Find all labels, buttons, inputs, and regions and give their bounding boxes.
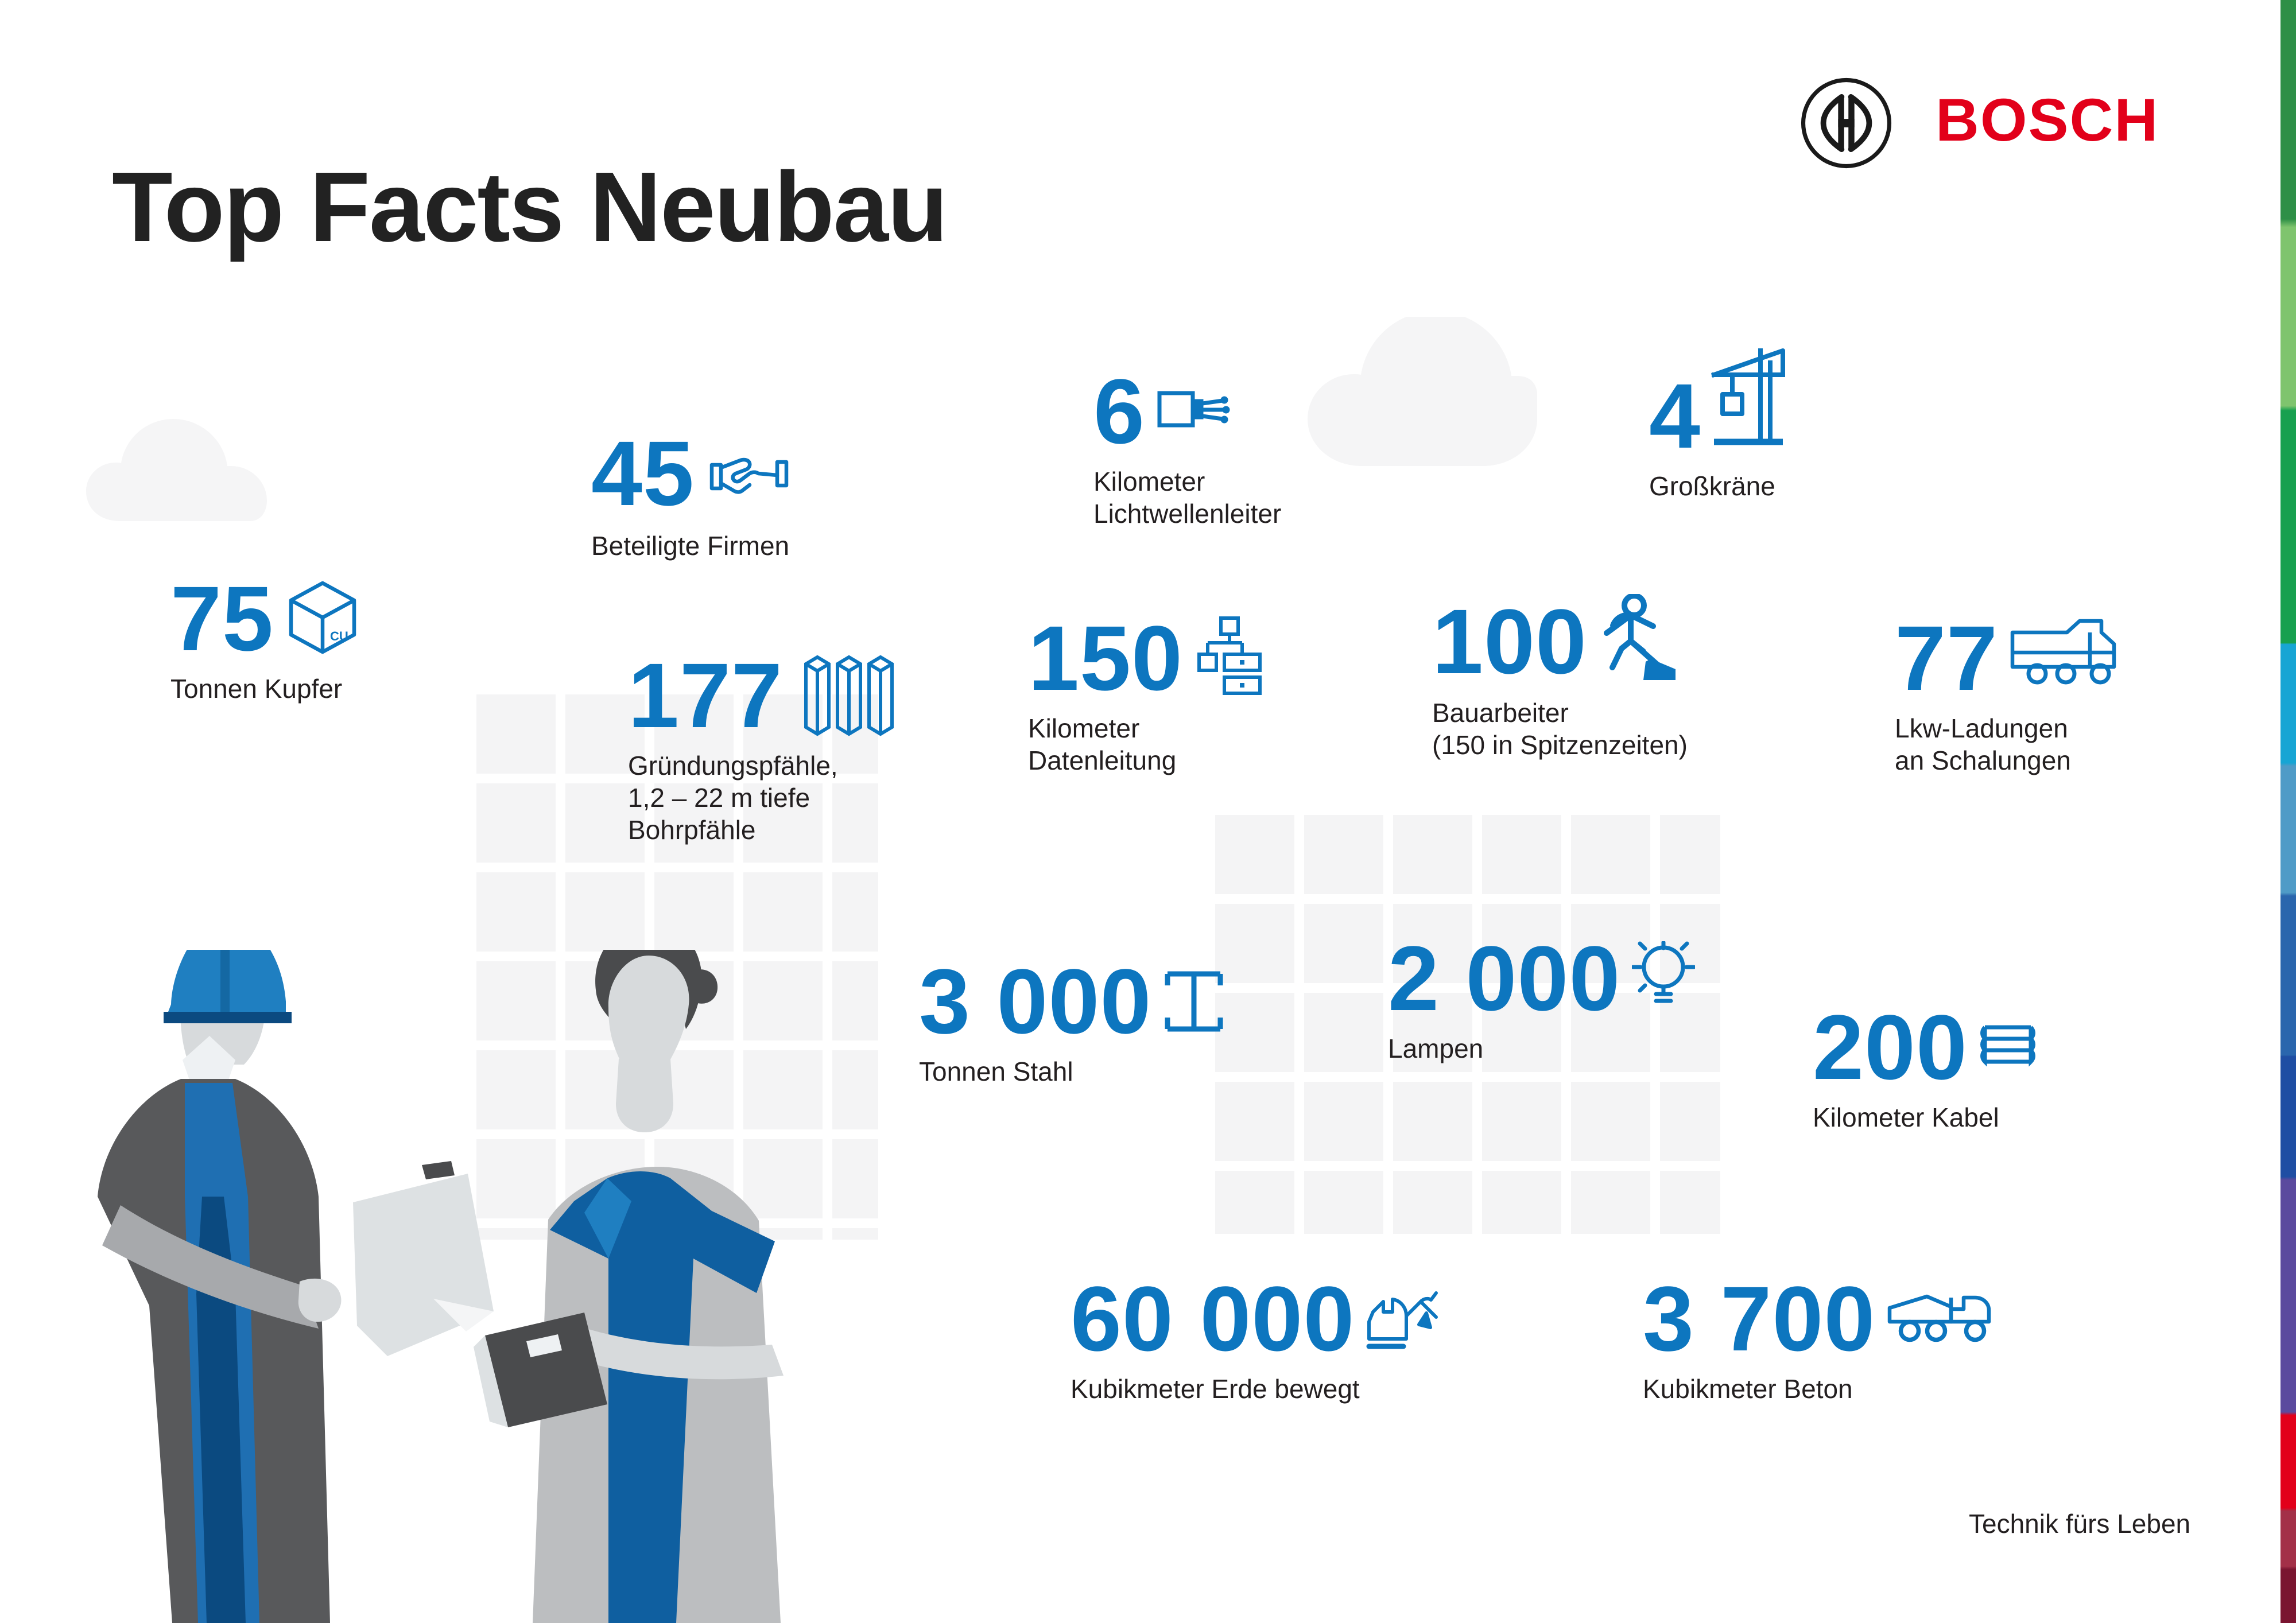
svg-text:CU: CU <box>330 629 348 643</box>
